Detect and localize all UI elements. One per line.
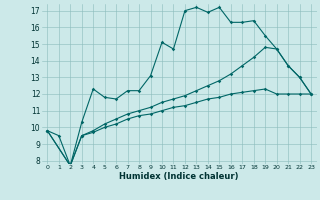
X-axis label: Humidex (Indice chaleur): Humidex (Indice chaleur)	[119, 172, 239, 181]
